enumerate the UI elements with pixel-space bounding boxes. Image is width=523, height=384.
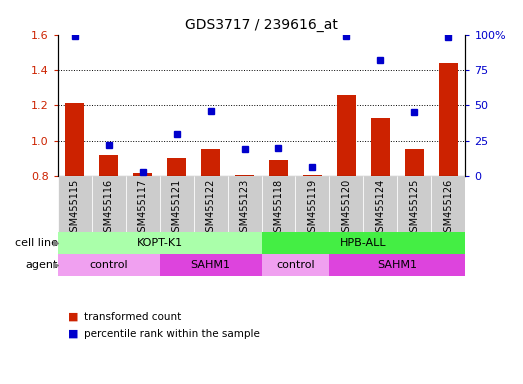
Text: GSM455117: GSM455117: [138, 179, 147, 238]
Text: control: control: [89, 260, 128, 270]
Bar: [133, 173, 152, 176]
Text: agent: agent: [25, 260, 58, 270]
Bar: [201, 149, 220, 176]
Bar: [235, 175, 254, 176]
Bar: [303, 175, 322, 176]
Text: cell line: cell line: [15, 238, 58, 248]
Text: control: control: [276, 260, 315, 270]
Bar: [262, 176, 295, 232]
Text: GSM455116: GSM455116: [104, 179, 113, 238]
Text: percentile rank within the sample: percentile rank within the sample: [84, 329, 259, 339]
Text: ■: ■: [68, 312, 78, 322]
Bar: [337, 94, 356, 176]
Text: GSM455122: GSM455122: [206, 179, 215, 238]
Bar: [397, 176, 431, 232]
Text: ■: ■: [68, 329, 78, 339]
Bar: [126, 176, 160, 232]
Bar: [439, 63, 458, 176]
Bar: [262, 255, 329, 276]
Bar: [99, 155, 118, 176]
Text: SAHM1: SAHM1: [378, 260, 417, 270]
Text: GSM455125: GSM455125: [410, 179, 419, 238]
Bar: [58, 232, 262, 255]
Bar: [194, 176, 228, 232]
Text: GSM455118: GSM455118: [274, 179, 283, 238]
Text: SAHM1: SAHM1: [190, 260, 231, 270]
Text: GSM455119: GSM455119: [308, 179, 317, 238]
Text: GSM455115: GSM455115: [70, 179, 79, 238]
Text: GSM455121: GSM455121: [172, 179, 181, 238]
Text: GSM455126: GSM455126: [444, 179, 453, 238]
Text: transformed count: transformed count: [84, 312, 181, 322]
Title: GDS3717 / 239616_at: GDS3717 / 239616_at: [185, 18, 338, 32]
Bar: [269, 160, 288, 176]
Bar: [262, 232, 465, 255]
Bar: [363, 176, 397, 232]
Text: GSM455120: GSM455120: [342, 179, 351, 238]
Bar: [58, 176, 92, 232]
Bar: [167, 158, 186, 176]
Bar: [295, 176, 329, 232]
Text: HPB-ALL: HPB-ALL: [340, 238, 387, 248]
Bar: [92, 176, 126, 232]
Text: KOPT-K1: KOPT-K1: [137, 238, 183, 248]
Bar: [329, 176, 363, 232]
Bar: [160, 255, 262, 276]
Bar: [371, 118, 390, 176]
Bar: [228, 176, 262, 232]
Bar: [431, 176, 465, 232]
Bar: [329, 255, 465, 276]
Bar: [405, 149, 424, 176]
Bar: [58, 255, 160, 276]
Text: GSM455124: GSM455124: [376, 179, 385, 238]
Text: GSM455123: GSM455123: [240, 179, 249, 238]
Bar: [65, 103, 84, 176]
Bar: [160, 176, 194, 232]
